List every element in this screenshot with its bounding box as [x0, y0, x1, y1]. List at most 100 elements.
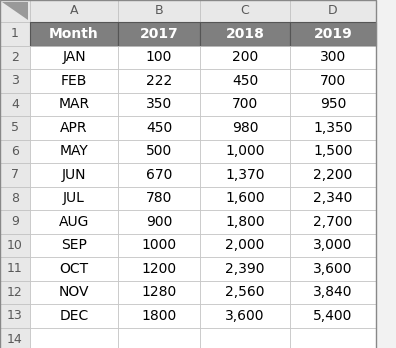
- Bar: [0, 140, 30, 163]
- Text: 2,000: 2,000: [225, 238, 265, 252]
- Text: 350: 350: [146, 97, 172, 111]
- Text: 222: 222: [146, 74, 172, 88]
- Text: 700: 700: [320, 74, 346, 88]
- Text: APR: APR: [60, 121, 88, 135]
- Bar: [118, 0, 200, 22]
- Text: 200: 200: [232, 50, 258, 64]
- Bar: [290, 234, 376, 257]
- Bar: [290, 210, 376, 234]
- Bar: [118, 140, 200, 163]
- Text: 7: 7: [11, 168, 19, 181]
- Bar: [0, 93, 30, 116]
- Bar: [118, 116, 200, 140]
- Text: 1,000: 1,000: [225, 144, 265, 158]
- Bar: [200, 327, 290, 348]
- Bar: [200, 0, 290, 22]
- Text: 3,600: 3,600: [225, 309, 265, 323]
- Text: 2,390: 2,390: [225, 262, 265, 276]
- Text: 3,000: 3,000: [313, 238, 353, 252]
- Bar: [118, 187, 200, 210]
- Text: 3,840: 3,840: [313, 285, 353, 299]
- Bar: [200, 69, 290, 93]
- Text: 780: 780: [146, 191, 172, 205]
- Bar: [30, 234, 118, 257]
- Bar: [200, 93, 290, 116]
- Bar: [290, 140, 376, 163]
- Bar: [0, 327, 30, 348]
- Text: 300: 300: [320, 50, 346, 64]
- Text: 670: 670: [146, 168, 172, 182]
- Text: 980: 980: [232, 121, 258, 135]
- Bar: [118, 304, 200, 327]
- Text: 1200: 1200: [141, 262, 177, 276]
- Bar: [118, 327, 200, 348]
- Text: 900: 900: [146, 215, 172, 229]
- Bar: [30, 140, 118, 163]
- Text: 450: 450: [232, 74, 258, 88]
- Text: JAN: JAN: [62, 50, 86, 64]
- Bar: [290, 69, 376, 93]
- Bar: [0, 163, 30, 187]
- Text: 11: 11: [7, 262, 23, 275]
- Text: SEP: SEP: [61, 238, 87, 252]
- Text: 1,600: 1,600: [225, 191, 265, 205]
- Bar: [290, 116, 376, 140]
- Text: Month: Month: [49, 27, 99, 41]
- Bar: [118, 234, 200, 257]
- Text: 2: 2: [11, 51, 19, 64]
- Text: 5,400: 5,400: [313, 309, 353, 323]
- Bar: [30, 116, 118, 140]
- Bar: [0, 280, 30, 304]
- Bar: [0, 187, 30, 210]
- Bar: [118, 163, 200, 187]
- Bar: [290, 257, 376, 280]
- Bar: [0, 257, 30, 280]
- Bar: [30, 46, 118, 69]
- Bar: [0, 69, 30, 93]
- Bar: [0, 22, 30, 46]
- Text: 2019: 2019: [314, 27, 352, 41]
- Bar: [0, 210, 30, 234]
- Text: 2,560: 2,560: [225, 285, 265, 299]
- Text: 10: 10: [7, 239, 23, 252]
- Text: MAR: MAR: [59, 97, 89, 111]
- Text: B: B: [155, 5, 163, 17]
- Bar: [200, 304, 290, 327]
- Text: 2,340: 2,340: [313, 191, 353, 205]
- Text: 100: 100: [146, 50, 172, 64]
- Bar: [0, 46, 30, 69]
- Text: 1,500: 1,500: [313, 144, 353, 158]
- Text: 1280: 1280: [141, 285, 177, 299]
- Bar: [30, 0, 118, 22]
- Text: 450: 450: [146, 121, 172, 135]
- Bar: [200, 280, 290, 304]
- Bar: [290, 22, 376, 46]
- Bar: [118, 22, 200, 46]
- Bar: [290, 327, 376, 348]
- Bar: [30, 187, 118, 210]
- Bar: [30, 257, 118, 280]
- Text: 2,200: 2,200: [313, 168, 353, 182]
- Bar: [118, 210, 200, 234]
- Bar: [200, 46, 290, 69]
- Text: D: D: [328, 5, 338, 17]
- Text: FEB: FEB: [61, 74, 87, 88]
- Bar: [290, 163, 376, 187]
- Text: 1,800: 1,800: [225, 215, 265, 229]
- Bar: [0, 234, 30, 257]
- Text: 13: 13: [7, 309, 23, 322]
- Text: C: C: [241, 5, 249, 17]
- Bar: [290, 187, 376, 210]
- Bar: [200, 187, 290, 210]
- Bar: [0, 116, 30, 140]
- Text: DEC: DEC: [59, 309, 89, 323]
- Text: 12: 12: [7, 286, 23, 299]
- Bar: [200, 257, 290, 280]
- Bar: [30, 210, 118, 234]
- Bar: [200, 234, 290, 257]
- Bar: [290, 280, 376, 304]
- Text: A: A: [70, 5, 78, 17]
- Text: 700: 700: [232, 97, 258, 111]
- Bar: [200, 163, 290, 187]
- Bar: [118, 280, 200, 304]
